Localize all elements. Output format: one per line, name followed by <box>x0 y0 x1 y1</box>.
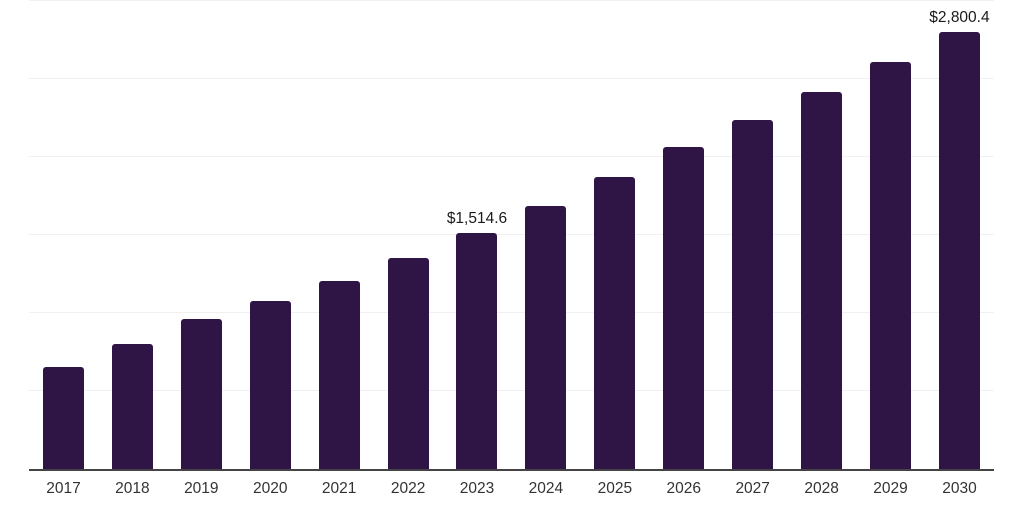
value-label-2030: $2,800.4 <box>929 9 990 27</box>
x-tick-label-2018: 2018 <box>115 480 150 497</box>
bar-column-2023: $1,514.6 <box>443 1 512 469</box>
x-tick-label-2020: 2020 <box>252 480 288 497</box>
value-label-2023: $1,514.6 <box>446 209 508 227</box>
bar-column-2018 <box>98 1 167 469</box>
bar-2021 <box>318 280 360 469</box>
bar-column-2020 <box>236 1 305 469</box>
x-tick-label-2024: 2024 <box>528 480 564 497</box>
x-tick-label-2021: 2021 <box>321 480 357 497</box>
bar-2029 <box>870 61 912 469</box>
x-axis: 2017 2018 2019 2020 2021 2022 2023 2024 2025 2026… <box>29 480 994 498</box>
x-tick-label-2019: 2019 <box>184 480 219 497</box>
x-tick-label-2029: 2029 <box>873 480 908 497</box>
x-tick-label-2028: 2028 <box>804 480 839 497</box>
x-tick-label-2022: 2022 <box>390 480 426 497</box>
bar-2020 <box>249 300 291 469</box>
bars-row: $1,514.6 $2,800.4 <box>29 1 994 469</box>
bar-column-2030: $2,800.4 <box>925 1 994 469</box>
gridline-1000 <box>29 312 994 314</box>
bar-column-2027 <box>718 1 787 469</box>
bar-column-2022 <box>374 1 443 469</box>
x-tick-label-2027: 2027 <box>735 480 770 497</box>
bar-column-2025 <box>580 1 649 469</box>
bar-2024 <box>525 206 567 469</box>
plot-area: $1,514.6 $2,800.4 <box>29 0 994 471</box>
bar-column-2029 <box>856 1 925 469</box>
bar-column-2019 <box>167 1 236 469</box>
x-tick-label-2026: 2026 <box>666 480 701 497</box>
bar-2028 <box>801 91 843 469</box>
bar-2019 <box>180 318 222 469</box>
bar-2018 <box>111 343 153 469</box>
bar-column-2024 <box>511 1 580 469</box>
gridline-1500 <box>29 234 994 235</box>
bar-2017 <box>42 367 84 469</box>
bar-column-2028 <box>787 1 856 469</box>
bar-column-2017 <box>29 1 98 469</box>
bar-2026 <box>663 147 705 469</box>
gridline-2000 <box>29 156 994 158</box>
bar-2027 <box>732 119 774 469</box>
bar-2025 <box>594 177 636 469</box>
gridline-3000 <box>29 0 994 1</box>
x-tick-label-2017: 2017 <box>46 480 81 497</box>
bar-2022 <box>387 257 429 469</box>
gridline-500 <box>29 390 994 392</box>
x-tick-label-2025: 2025 <box>597 480 633 497</box>
bar-2023: $1,514.6 <box>447 210 507 469</box>
x-tick-label-2030: 2030 <box>942 480 977 497</box>
bar-2030: $2,800.4 <box>929 9 990 469</box>
x-tick-label-2023: 2023 <box>459 480 495 497</box>
gridline-2500 <box>29 78 994 79</box>
bar-column-2021 <box>305 1 374 469</box>
bar-column-2026 <box>649 1 718 469</box>
